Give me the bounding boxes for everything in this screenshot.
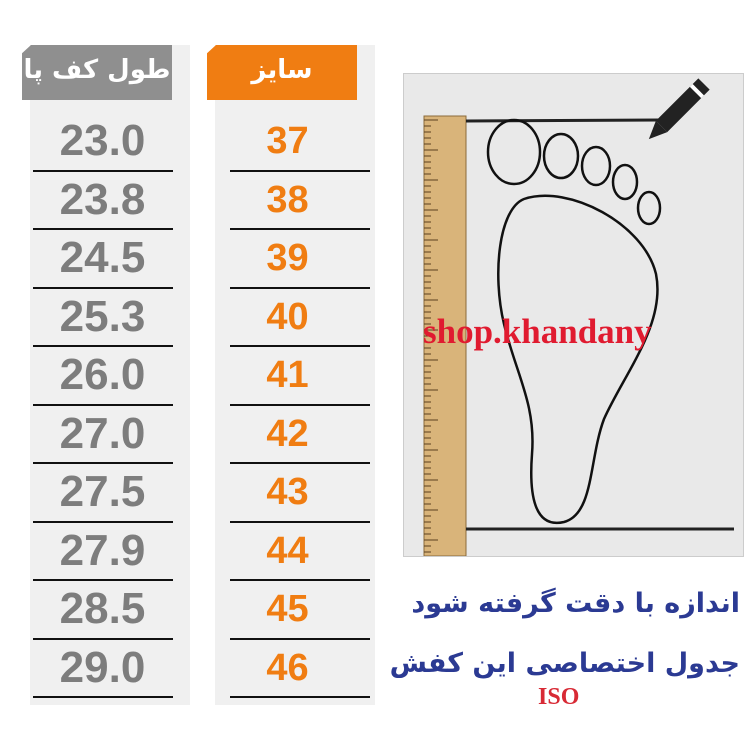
foot-length-column: طول کف پا 23.0 23.8 24.5 25.3 26.0 27.0 27.5 27… [22, 45, 190, 705]
foot-length-value: 27.5 [59, 467, 146, 516]
foot-length-value: 26.0 [59, 350, 146, 399]
foot-length-value: 23.0 [59, 116, 146, 165]
foot-length-value: 24.5 [59, 233, 146, 282]
table-row: 44 [215, 525, 375, 584]
size-value: 46 [266, 646, 309, 689]
row-divider [230, 637, 370, 640]
row-divider [33, 345, 173, 347]
table-row: 26.0 [30, 349, 190, 408]
table-row: 38 [215, 174, 375, 233]
measure-note: اندازه با دقت گرفته شود [411, 588, 740, 619]
row-divider [33, 286, 173, 289]
row-divider [33, 228, 173, 230]
size-value: 44 [266, 529, 309, 572]
row-divider [33, 696, 173, 698]
table-row: 40 [215, 291, 375, 350]
size-header: سایز [207, 45, 357, 100]
table-row: 27.9 [30, 525, 190, 584]
table-row: 23.8 [30, 174, 190, 233]
size-value: 45 [266, 588, 309, 630]
size-column: سایز 37 38 39 40 41 42 43 44 45 46 [207, 45, 375, 705]
table-row: 45 [215, 583, 375, 642]
foot-length-header: طول کف پا [22, 45, 172, 100]
table-row: 25.3 [30, 291, 190, 350]
row-divider [33, 403, 173, 406]
row-divider [230, 228, 370, 230]
chart-note: جدول اختصاصی این کفش [389, 648, 740, 679]
table-row: 28.5 [30, 583, 190, 642]
size-value: 42 [266, 412, 309, 455]
row-divider [33, 520, 173, 523]
foot-length-value: 27.9 [59, 525, 146, 575]
foot-outline-icon [486, 118, 662, 525]
row-divider [33, 579, 173, 581]
table-row: 39 [215, 232, 375, 291]
foot-length-value: 28.5 [59, 584, 146, 633]
standard-label: ISO [538, 684, 580, 710]
row-divider [230, 520, 370, 523]
size-value: 38 [266, 178, 309, 221]
table-row: 43 [215, 466, 375, 525]
table-row: 29.0 [30, 642, 190, 701]
foot-length-value: 25.3 [59, 291, 146, 341]
foot-measure-illustration [403, 73, 744, 557]
table-row: 27.0 [30, 408, 190, 467]
row-divider [33, 169, 173, 172]
size-value: 39 [266, 237, 309, 279]
ruler-icon [423, 115, 467, 557]
row-divider [33, 637, 173, 640]
row-divider [230, 696, 370, 698]
table-row: 37 [215, 115, 375, 174]
size-value: 40 [266, 295, 309, 338]
row-divider [230, 169, 370, 172]
top-line [465, 118, 660, 123]
size-value: 37 [266, 120, 309, 162]
row-divider [230, 462, 370, 464]
foot-length-value: 27.0 [59, 408, 146, 458]
foot-length-value: 29.0 [59, 642, 146, 692]
row-divider [230, 403, 370, 406]
row-divider [33, 462, 173, 464]
table-row: 46 [215, 642, 375, 701]
foot-length-value: 23.8 [59, 174, 146, 224]
row-divider [230, 579, 370, 581]
table-row: 27.5 [30, 466, 190, 525]
row-divider [230, 345, 370, 347]
table-row: 41 [215, 349, 375, 408]
size-value: 41 [266, 354, 309, 396]
size-value: 43 [266, 471, 309, 513]
pencil-icon [648, 78, 710, 140]
table-row: 42 [215, 408, 375, 467]
watermark: shop.khandany [423, 312, 652, 351]
table-row: 24.5 [30, 232, 190, 291]
table-row: 23.0 [30, 115, 190, 174]
row-divider [230, 286, 370, 289]
